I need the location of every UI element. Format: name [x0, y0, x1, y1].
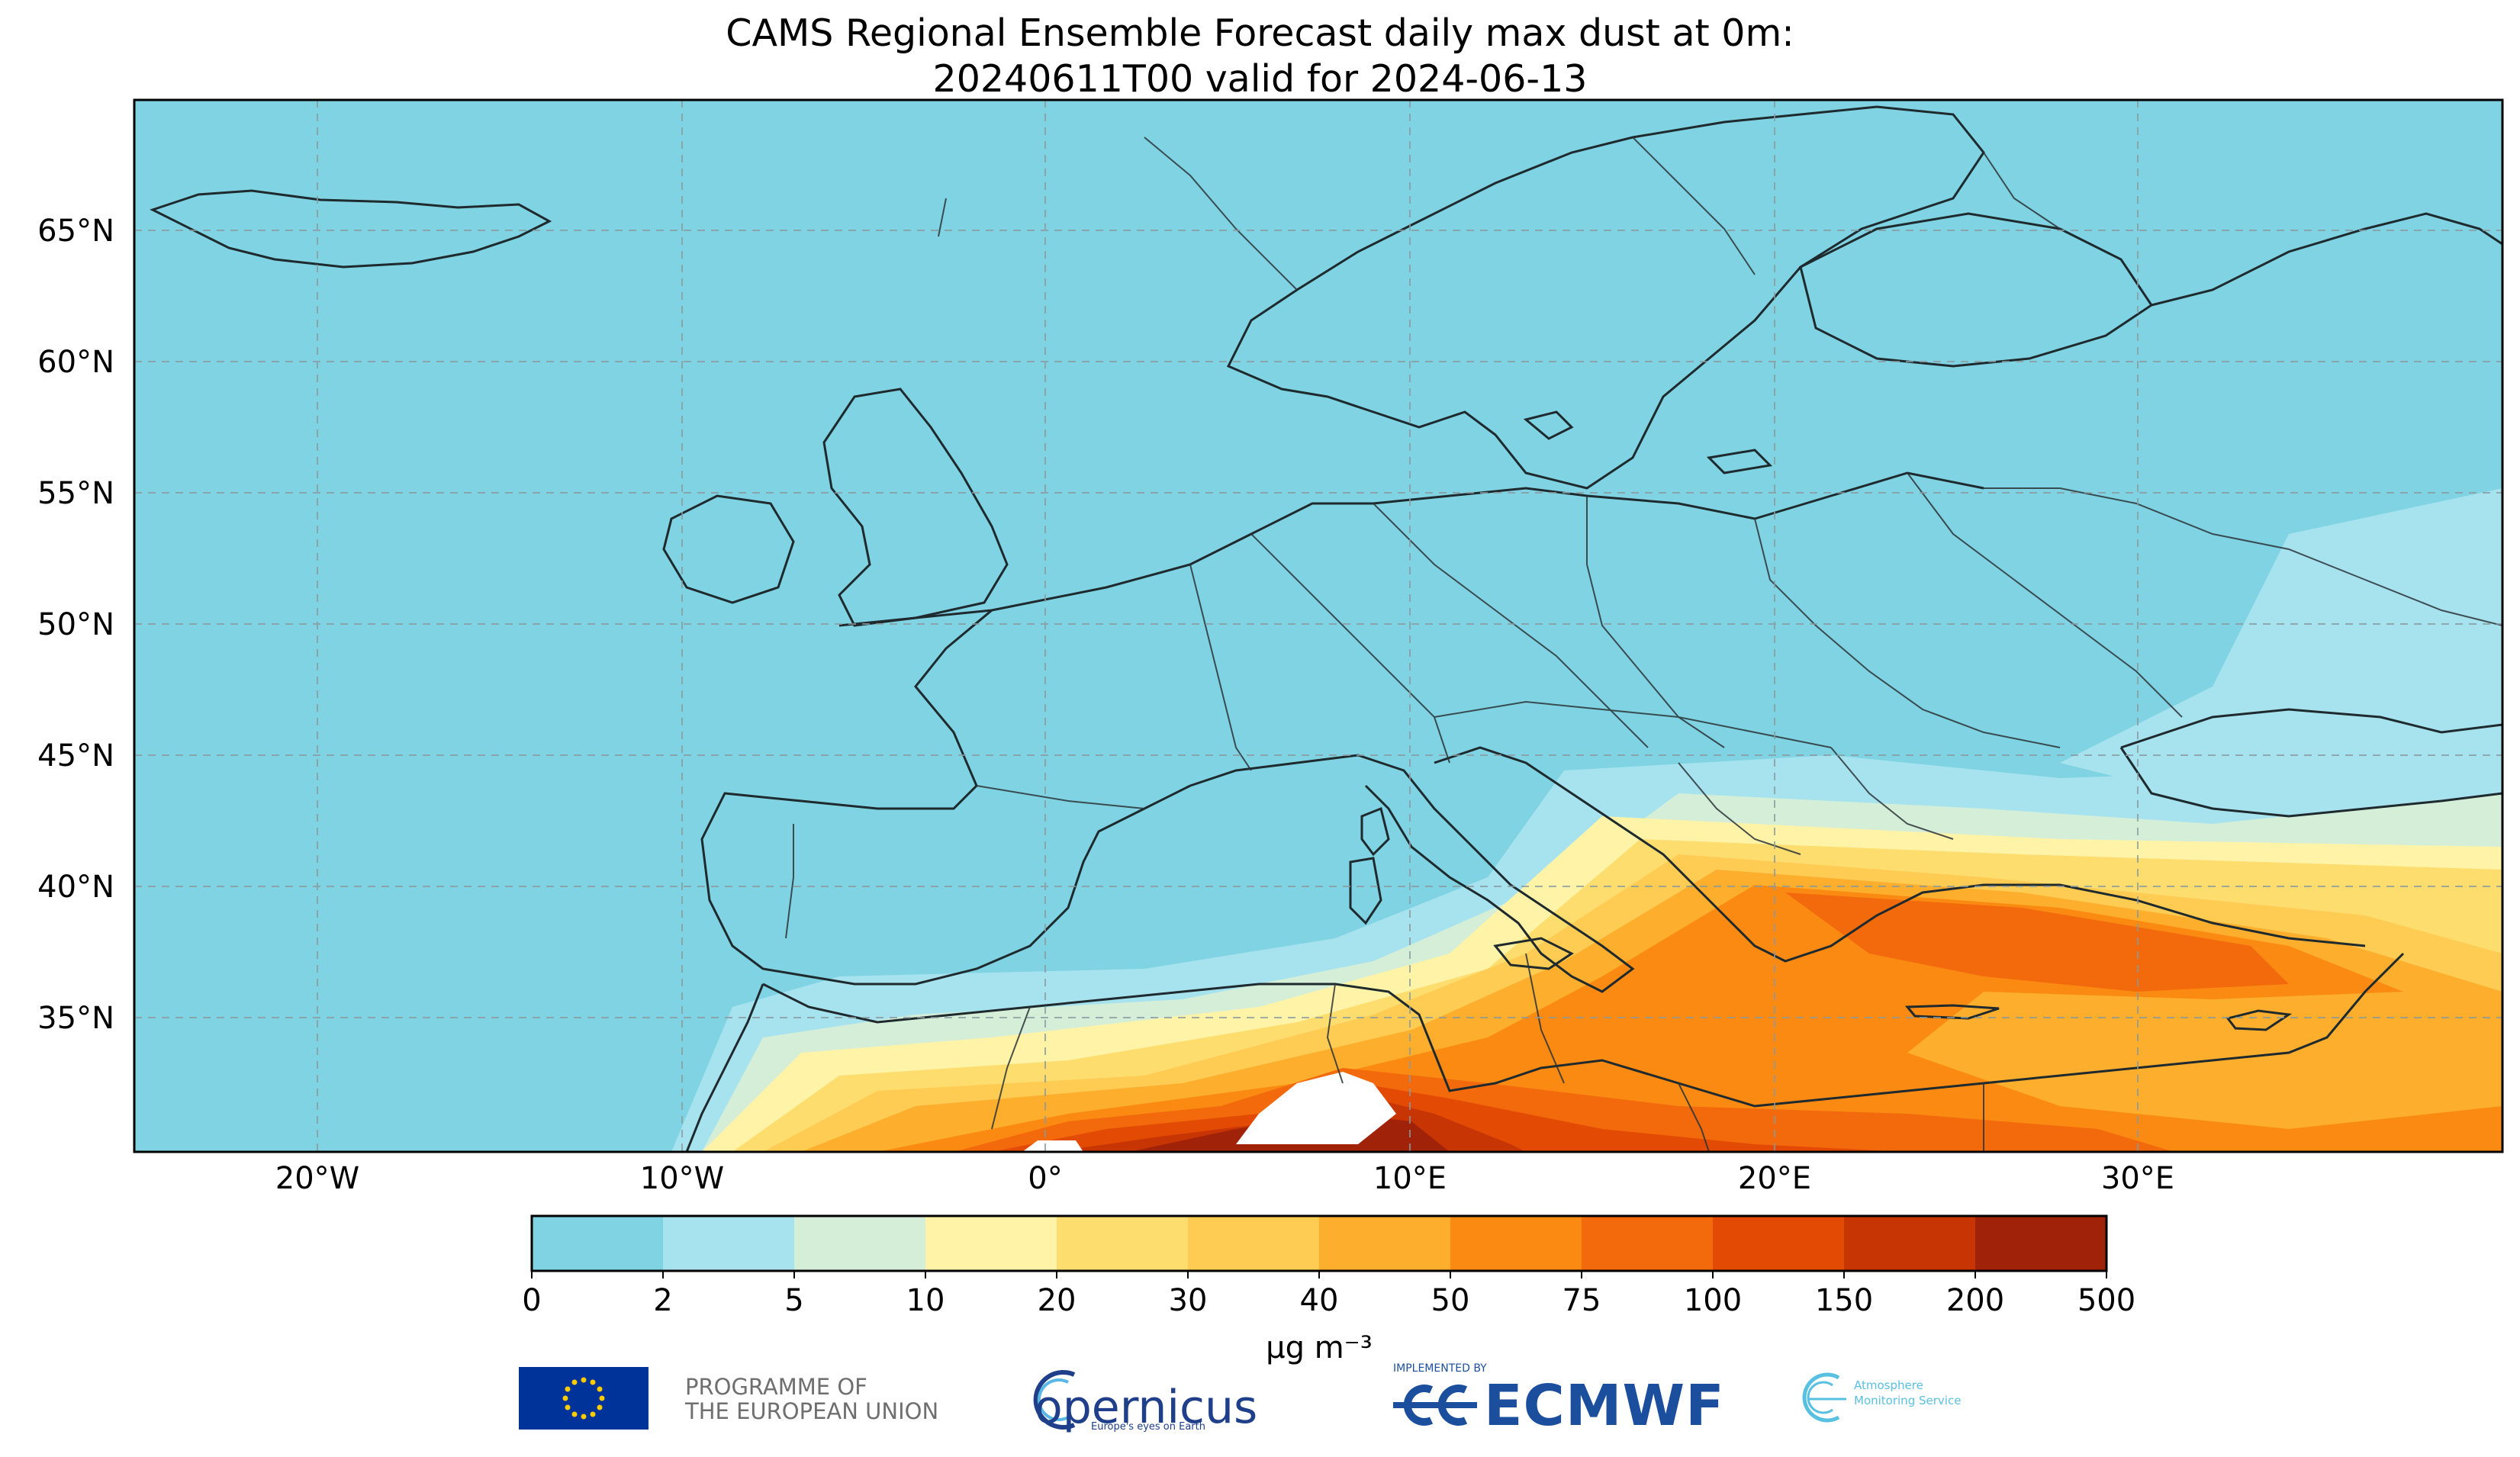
- colorbar-labels: 0 2 5 10 20 30 40 50 75 100 150 200 500: [522, 1271, 2135, 1318]
- colorbar-swatch: [925, 1216, 1057, 1271]
- lat-axis: 65°N 60°N 55°N 50°N 45°N 40°N 35°N: [37, 214, 114, 1036]
- ecmwf-logo: ECMWF: [1484, 1373, 1725, 1439]
- copernicus-c-icon: [1033, 1370, 1076, 1430]
- map-title: CAMS Regional Ensemble Forecast daily ma…: [0, 11, 2520, 102]
- title-line-1: CAMS Regional Ensemble Forecast daily ma…: [726, 11, 1794, 55]
- colorbar-swatches: [532, 1216, 2107, 1271]
- colorbar-swatch: [663, 1216, 795, 1271]
- lon-label-10e: 10°E: [1373, 1161, 1447, 1196]
- lat-label-65: 65°N: [37, 214, 114, 249]
- colorbar-swatch: [1057, 1216, 1189, 1271]
- lon-label-20e: 20°E: [1738, 1161, 1811, 1196]
- lat-label-55: 55°N: [37, 476, 114, 511]
- colorbar-swatch: [1975, 1216, 2107, 1271]
- dust-field: [671, 488, 2502, 1152]
- eu-text-line-1: PROGRAMME OF: [685, 1374, 867, 1400]
- ams-line-2: Monitoring Service: [1854, 1394, 1962, 1407]
- eu-flag-logo: [519, 1367, 649, 1430]
- lat-label-35: 35°N: [37, 1001, 114, 1036]
- colorbar-tick-label: 40: [1300, 1283, 1339, 1318]
- atmosphere-service-text: Atmosphere Monitoring Service: [1854, 1378, 1961, 1408]
- lat-label-45: 45°N: [37, 738, 114, 774]
- colorbar-tick-label: 5: [784, 1283, 803, 1318]
- colorbar-tick-label: 10: [906, 1283, 945, 1318]
- copernicus-tagline: Europe's eyes on Earth: [1091, 1421, 1205, 1433]
- colorbar-swatch: [1713, 1216, 1845, 1271]
- colorbar-swatch: [1319, 1216, 1451, 1271]
- eu-text-line-2: THE EUROPEAN UNION: [685, 1398, 939, 1424]
- lon-axis: 20°W 10°W 0° 10°E 20°E 30°E: [275, 1161, 2174, 1196]
- colorbar-tick-label: 150: [1815, 1283, 1873, 1318]
- colorbar-swatch: [1844, 1216, 1976, 1271]
- eu-programme-text: PROGRAMME OF THE EUROPEAN UNION: [685, 1375, 938, 1423]
- colorbar-tick-label: 100: [1684, 1283, 1742, 1318]
- lon-label-10w: 10°W: [640, 1161, 724, 1196]
- colorbar-tick-label: 2: [653, 1283, 672, 1318]
- eu-stars-icon: [562, 1377, 605, 1420]
- colorbar-swatch: [1188, 1216, 1320, 1271]
- colorbar-unit: μg m⁻³: [1266, 1330, 1373, 1365]
- colorbar-tick-label: 30: [1169, 1283, 1208, 1318]
- colorbar-swatch: [794, 1216, 926, 1271]
- colorbar-tick-label: 50: [1431, 1283, 1470, 1318]
- colorbar-tick-label: 0: [522, 1283, 541, 1318]
- colorbar-swatch: [532, 1216, 664, 1271]
- lat-label-60: 60°N: [37, 345, 114, 380]
- lat-label-40: 40°N: [37, 870, 114, 905]
- lon-label-20w: 20°W: [275, 1161, 359, 1196]
- lon-label-0: 0°: [1028, 1161, 1062, 1196]
- colorbar-swatch: [1582, 1216, 1714, 1271]
- ecmwf-swirl-icon: [1393, 1385, 1477, 1426]
- colorbar-tick-label: 500: [2077, 1283, 2135, 1318]
- title-line-2: 20240611T00 valid for 2024-06-13: [932, 57, 1588, 101]
- colorbar-swatch: [1450, 1216, 1582, 1271]
- ams-line-1: Atmosphere: [1854, 1378, 1923, 1392]
- colorbar-tick-label: 75: [1563, 1283, 1601, 1318]
- gridlines: [134, 100, 2502, 1152]
- coastlines: [150, 105, 2502, 1152]
- copernicus-logo: opernicus: [1035, 1381, 1258, 1434]
- country-borders: [785, 137, 2502, 1152]
- ecmwf-implemented-by: IMPLEMENTED BY: [1393, 1362, 1487, 1375]
- atmosphere-service-icon: [1802, 1372, 1846, 1423]
- map-frame: [133, 98, 2504, 1153]
- lat-label-50: 50°N: [37, 607, 114, 642]
- colorbar-tick-label: 20: [1038, 1283, 1077, 1318]
- colorbar-tick-label: 200: [1946, 1283, 2004, 1318]
- lon-label-30e: 30°E: [2101, 1161, 2174, 1196]
